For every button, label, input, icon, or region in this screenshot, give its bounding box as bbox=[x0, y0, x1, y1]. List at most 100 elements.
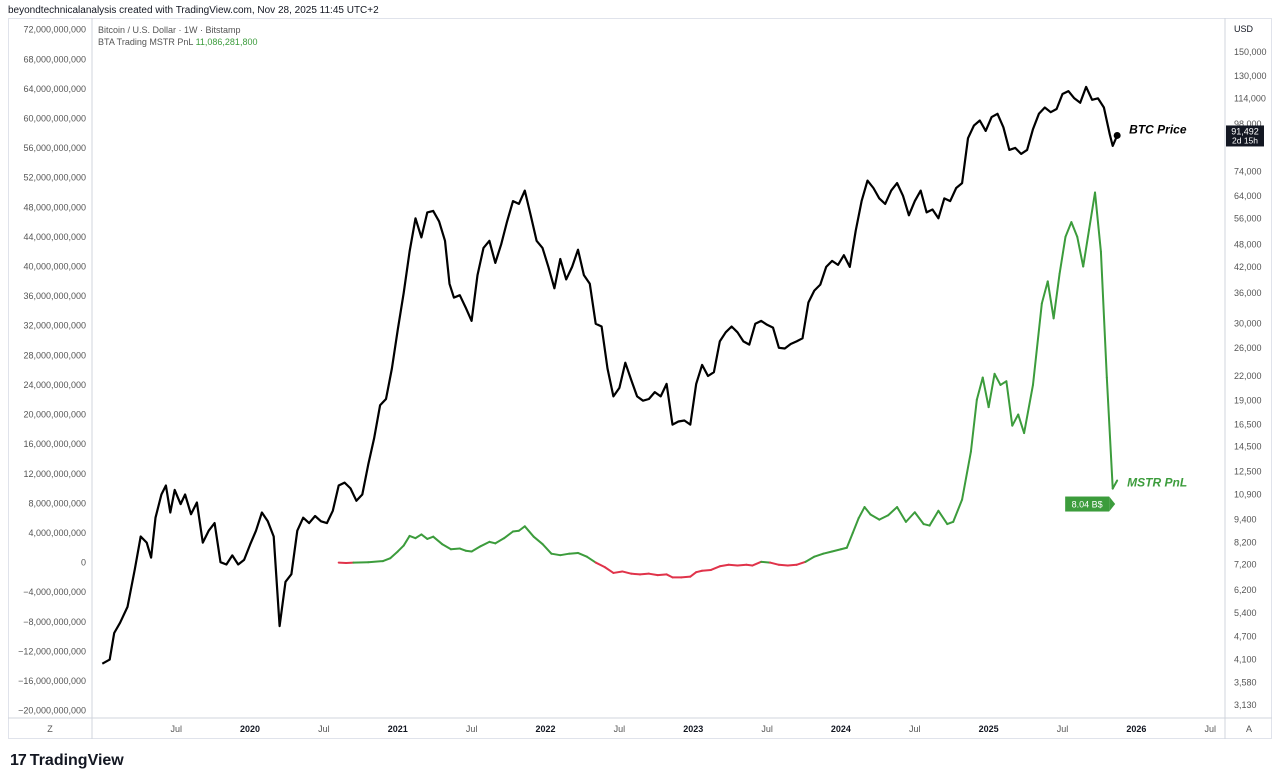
right-tick-label: 14,500 bbox=[1234, 441, 1262, 451]
left-tick-label: −4,000,000,000 bbox=[23, 587, 86, 597]
mstr-pnl-segment bbox=[479, 540, 491, 548]
mstr-pnl-segment bbox=[878, 514, 890, 521]
legend-indicator[interactable]: BTA Trading MSTR PnL 11,086,281,800 bbox=[98, 36, 257, 48]
mstr-pnl-segment-negative bbox=[795, 560, 807, 566]
mstr-pnl-segment-negative bbox=[621, 570, 633, 575]
right-tick-label: 36,000 bbox=[1234, 288, 1262, 298]
right-tick-label: 5,400 bbox=[1234, 608, 1257, 618]
mstr-pnl-segment bbox=[863, 506, 872, 516]
mstr-pnl-segment bbox=[1111, 479, 1119, 490]
mstr-pnl-segment bbox=[367, 560, 385, 564]
mstr-pnl-segment bbox=[1023, 383, 1034, 435]
time-tick-label: Jul bbox=[318, 724, 330, 734]
time-axis[interactable]: Jul 2020 Jul 2021 Jul 2022 Jul 2023 Jul 2024 Jul 20… bbox=[47, 724, 1252, 734]
right-axis[interactable]: USD 150,000 130,000 114,000 98,000 74,000 64,0… bbox=[1226, 24, 1267, 710]
mstr-pnl-segment bbox=[523, 525, 535, 538]
mstr-pnl-segment-negative bbox=[603, 566, 615, 574]
left-tick-label: 28,000,000,000 bbox=[23, 350, 86, 360]
mstr-pnl-segment bbox=[449, 547, 461, 551]
btc-price-badge-countdown: 2d 15h bbox=[1232, 135, 1258, 145]
mstr-pnl-segment-negative bbox=[689, 571, 698, 578]
mstr-pnl-segment bbox=[961, 450, 972, 501]
right-tick-label: 48,000 bbox=[1234, 239, 1262, 249]
mstr-pnl-segment bbox=[559, 552, 571, 557]
right-tick-label: 8,200 bbox=[1234, 538, 1257, 548]
left-tick-label: 40,000,000,000 bbox=[23, 262, 86, 272]
right-tick-label: 3,580 bbox=[1234, 677, 1257, 687]
mstr-pnl-segment bbox=[414, 533, 423, 540]
mstr-pnl-segment bbox=[887, 506, 899, 517]
mstr-pnl-segment-negative bbox=[680, 575, 692, 579]
mstr-value-badge-pointer bbox=[1109, 496, 1116, 512]
right-tick-label: 98,000 bbox=[1234, 119, 1262, 129]
right-tick-label: 10,900 bbox=[1234, 490, 1262, 500]
mstr-pnl-segment bbox=[999, 380, 1008, 386]
mstr-pnl-segment-negative bbox=[701, 568, 712, 572]
btc-price-badge-value: 91,492 bbox=[1231, 126, 1259, 136]
mstr-pnl-segment bbox=[969, 398, 978, 453]
mstr-pnl-segment-negative bbox=[612, 570, 624, 574]
right-tick-label: 19,000 bbox=[1234, 396, 1262, 406]
auto-scale-button[interactable]: A bbox=[1246, 724, 1252, 734]
time-tick-label: Jul bbox=[1057, 724, 1069, 734]
mstr-pnl-segment-negative bbox=[777, 563, 789, 567]
mstr-pnl-segment-negative bbox=[718, 563, 730, 568]
right-tick-label: 26,000 bbox=[1234, 343, 1262, 353]
mstr-pnl-segment bbox=[494, 537, 506, 545]
mstr-pnl-segment bbox=[576, 551, 588, 558]
left-tick-label: 32,000,000,000 bbox=[23, 321, 86, 331]
mstr-pnl-segment bbox=[488, 540, 497, 545]
right-tick-label: 4,100 bbox=[1234, 655, 1257, 665]
mstr-pnl-segment bbox=[1105, 376, 1114, 490]
mstr-pnl-segment bbox=[458, 547, 467, 552]
mstr-pnl-segment bbox=[1005, 380, 1014, 427]
btc-last-point bbox=[1113, 131, 1121, 139]
chart-canvas[interactable]: 72,000,000,000 68,000,000,000 64,000,000,0… bbox=[8, 18, 1272, 739]
left-tick-label: 20,000,000,000 bbox=[23, 410, 86, 420]
mstr-pnl-segment-negative bbox=[695, 569, 704, 574]
mstr-pnl-segment bbox=[426, 535, 435, 540]
mstr-pnl-segment bbox=[813, 552, 825, 558]
mstr-pnl-segment bbox=[904, 511, 916, 523]
legend-symbol[interactable]: Bitcoin / U.S. Dollar · 1W · Bitstamp bbox=[98, 25, 241, 35]
time-tick-label: 2026 bbox=[1126, 724, 1146, 734]
right-tick-label: 9,400 bbox=[1234, 515, 1257, 525]
left-tick-label: 56,000,000,000 bbox=[23, 143, 86, 153]
mstr-pnl-segment-negative bbox=[751, 560, 763, 567]
left-tick-label: 44,000,000,000 bbox=[23, 232, 86, 242]
mstr-pnl-segment bbox=[987, 372, 996, 409]
mstr-pnl-segment bbox=[1094, 191, 1102, 253]
mstr-pnl-segment bbox=[541, 543, 553, 555]
right-tick-label: 130,000 bbox=[1234, 71, 1267, 81]
right-tick-label: 74,000 bbox=[1234, 166, 1262, 176]
right-tick-label: 114,000 bbox=[1234, 93, 1266, 103]
left-tick-label: 12,000,000,000 bbox=[23, 469, 86, 479]
tradingview-brand[interactable]: 17 TradingView bbox=[10, 752, 124, 770]
left-tick-label: −12,000,000,000 bbox=[18, 646, 86, 656]
mstr-pnl-segment bbox=[1017, 413, 1026, 435]
mstr-pnl-segment bbox=[922, 523, 931, 527]
mstr-pnl-segment bbox=[760, 560, 772, 564]
mstr-pnl-segment bbox=[851, 517, 860, 534]
mstr-pnl-segment bbox=[839, 546, 848, 551]
mstr-pnl-segment bbox=[585, 555, 597, 564]
zoom-corner-button[interactable]: Z bbox=[47, 724, 53, 734]
mstr-pnl-segment bbox=[913, 511, 925, 526]
mstr-pnl-segment-negative bbox=[709, 565, 721, 571]
mstr-pnl-segment bbox=[845, 531, 854, 549]
mstr-pnl-segment bbox=[441, 543, 452, 551]
left-tick-label: 36,000,000,000 bbox=[23, 291, 86, 301]
mstr-pnl-segment-negative bbox=[736, 563, 748, 567]
time-tick-label: 2021 bbox=[388, 724, 408, 734]
chart-frame[interactable]: 72,000,000,000 68,000,000,000 64,000,000,0… bbox=[8, 18, 1272, 739]
chart-border bbox=[8, 18, 1272, 739]
mstr-pnl-segment-negative bbox=[727, 563, 739, 567]
time-tick-label: Jul bbox=[909, 724, 921, 734]
mstr-value-badge-text: 8.04 B$ bbox=[1072, 500, 1103, 510]
right-tick-label: 150,000 bbox=[1234, 47, 1267, 57]
mstr-pnl-segment bbox=[470, 545, 482, 553]
left-tick-label: 68,000,000,000 bbox=[23, 54, 86, 64]
time-tick-label: Jul bbox=[614, 724, 626, 734]
right-tick-label: 3,130 bbox=[1234, 700, 1257, 710]
right-tick-label: 16,500 bbox=[1234, 420, 1262, 430]
